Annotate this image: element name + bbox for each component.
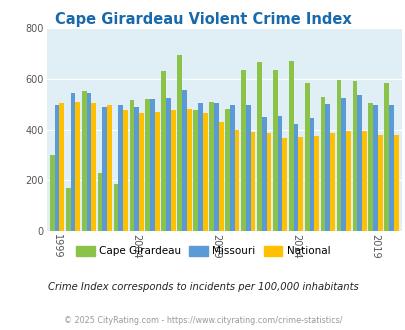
- Bar: [298, 137, 303, 231]
- Bar: [66, 188, 70, 231]
- Bar: [241, 70, 245, 231]
- Bar: [171, 111, 175, 231]
- Bar: [229, 105, 234, 231]
- Bar: [288, 61, 293, 231]
- Bar: [309, 118, 313, 231]
- Bar: [341, 98, 345, 231]
- Bar: [202, 113, 207, 231]
- Bar: [123, 111, 128, 231]
- Bar: [266, 133, 271, 231]
- Bar: [177, 55, 182, 231]
- Bar: [81, 91, 86, 231]
- Bar: [186, 109, 191, 231]
- Bar: [113, 184, 118, 231]
- Bar: [245, 105, 250, 231]
- Bar: [139, 113, 143, 231]
- Bar: [218, 122, 223, 231]
- Bar: [293, 124, 298, 231]
- Bar: [304, 82, 309, 231]
- Bar: [361, 131, 366, 231]
- Bar: [129, 100, 134, 231]
- Bar: [372, 105, 377, 231]
- Bar: [325, 104, 329, 231]
- Bar: [209, 102, 213, 231]
- Bar: [86, 93, 91, 231]
- Bar: [368, 103, 372, 231]
- Text: Cape Girardeau Violent Crime Index: Cape Girardeau Violent Crime Index: [55, 12, 350, 26]
- Text: © 2025 CityRating.com - https://www.cityrating.com/crime-statistics/: © 2025 CityRating.com - https://www.city…: [64, 316, 341, 325]
- Bar: [234, 129, 239, 231]
- Text: Crime Index corresponds to incidents per 100,000 inhabitants: Crime Index corresponds to incidents per…: [47, 282, 358, 292]
- Bar: [320, 97, 325, 231]
- Bar: [134, 107, 139, 231]
- Bar: [166, 98, 171, 231]
- Bar: [352, 81, 356, 231]
- Bar: [182, 90, 186, 231]
- Bar: [75, 102, 80, 231]
- Bar: [272, 70, 277, 231]
- Bar: [213, 103, 218, 231]
- Bar: [50, 155, 55, 231]
- Bar: [377, 135, 382, 231]
- Bar: [329, 133, 334, 231]
- Bar: [198, 103, 202, 231]
- Bar: [145, 99, 150, 231]
- Bar: [384, 82, 388, 231]
- Bar: [224, 109, 229, 231]
- Bar: [256, 62, 261, 231]
- Bar: [393, 135, 398, 231]
- Bar: [356, 95, 361, 231]
- Bar: [345, 131, 350, 231]
- Bar: [313, 136, 318, 231]
- Bar: [150, 99, 155, 231]
- Bar: [118, 105, 123, 231]
- Bar: [102, 107, 107, 231]
- Bar: [107, 105, 112, 231]
- Bar: [155, 112, 160, 231]
- Bar: [388, 105, 393, 231]
- Bar: [193, 111, 198, 231]
- Bar: [282, 138, 286, 231]
- Bar: [336, 80, 341, 231]
- Bar: [55, 105, 59, 231]
- Bar: [91, 103, 96, 231]
- Bar: [70, 93, 75, 231]
- Bar: [59, 103, 64, 231]
- Bar: [250, 132, 255, 231]
- Bar: [261, 117, 266, 231]
- Bar: [161, 71, 166, 231]
- Bar: [98, 173, 102, 231]
- Bar: [277, 115, 282, 231]
- Legend: Cape Girardeau, Missouri, National: Cape Girardeau, Missouri, National: [71, 242, 334, 260]
